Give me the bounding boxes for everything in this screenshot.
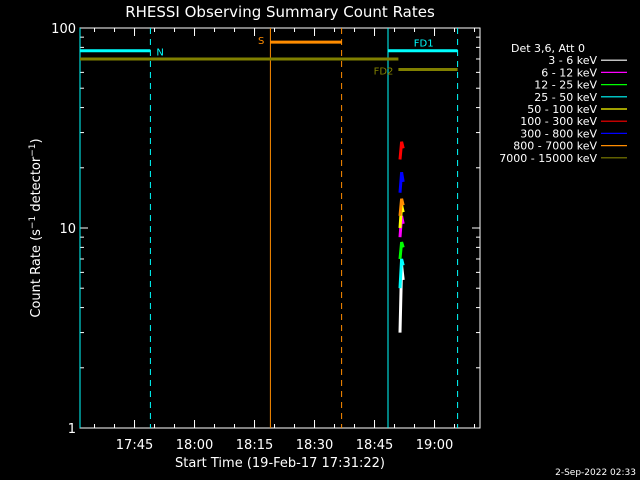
legend-label-5: 100 - 300 keV (520, 115, 597, 128)
x-tick-label: 19:00 (416, 438, 453, 453)
legend-label-6: 300 - 800 keV (520, 127, 597, 140)
x-tick-label: 18:15 (236, 438, 273, 453)
legend-label-8: 7000 - 15000 keV (499, 152, 597, 165)
series-line-2 (398, 241, 405, 260)
series-line-6 (398, 171, 405, 193)
interval-label-n: N (156, 48, 163, 59)
y-axis-label-part-4: ) (29, 138, 44, 143)
legend-label-7: 800 - 7000 keV (513, 140, 597, 153)
x-tick-label: 17:45 (116, 438, 153, 453)
x-tick-label: 18:30 (296, 438, 333, 453)
chart-title: RHESSI Observing Summary Count Rates (125, 3, 435, 21)
footer-date: 2-Sep-2022 02:33 (555, 468, 636, 478)
plot-area: 1 10 100 17:45 18:00 18:15 18:30 18:45 19:00 N S FD… (51, 22, 481, 453)
y-axis-label-part-0: Count Rate (s (29, 229, 44, 318)
y-axis-label-part-1: −1 (28, 216, 38, 229)
legend-label-3: 25 - 50 keV (534, 91, 597, 104)
y-axis-label-part-2: detector (29, 156, 44, 216)
x-axis-label: Start Time (19-Feb-17 17:31:22) (175, 456, 385, 471)
y-tick-label: 10 (59, 222, 76, 237)
x-tick-label: 18:00 (176, 438, 213, 453)
x-tick-label: 18:45 (356, 438, 393, 453)
legend-label-1: 6 - 12 keV (541, 66, 597, 79)
series-line-7 (398, 198, 405, 217)
y-tick-label: 100 (51, 22, 76, 37)
series-line-5 (398, 141, 405, 160)
interval-label-fd1: FD1 (414, 39, 434, 50)
y-tick-label: 1 (68, 422, 76, 437)
interval-label-s: S (258, 36, 264, 47)
y-axis-label: Count Rate (s−1 detector−1) (28, 138, 44, 317)
legend-label-0: 3 - 6 keV (548, 54, 597, 67)
series-line-3 (398, 258, 405, 289)
legend-label-2: 12 - 25 keV (534, 79, 597, 92)
interval-label-fd2: FD2 (374, 67, 394, 78)
y-axis-label-part-3: −1 (28, 143, 38, 156)
legend-label-4: 50 - 100 keV (527, 103, 597, 116)
legend-title: Det 3,6, Att 0 (511, 42, 585, 55)
